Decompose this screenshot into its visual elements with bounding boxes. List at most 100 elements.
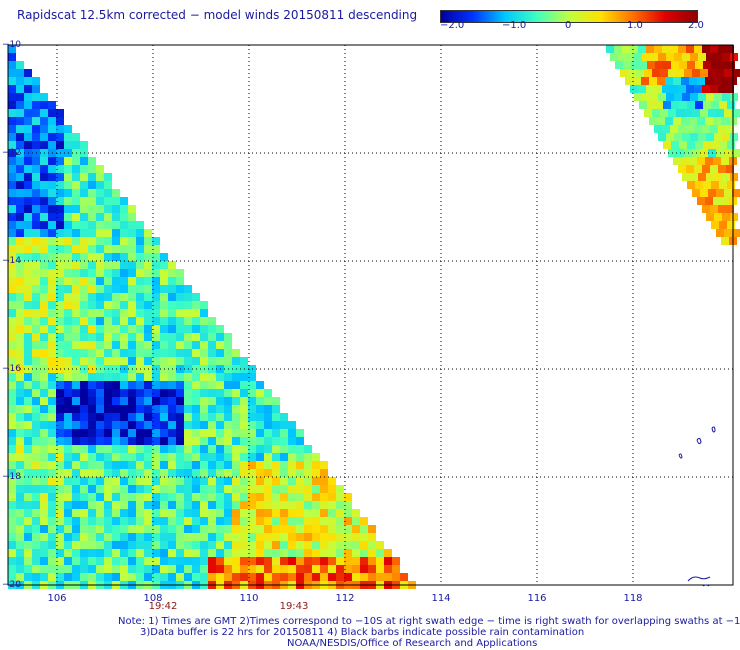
swath-cell xyxy=(104,285,112,293)
swath-cell xyxy=(72,389,80,397)
swath-cell xyxy=(80,157,88,165)
swath-cell xyxy=(208,501,216,509)
swath-cell xyxy=(320,493,328,501)
swath-cell xyxy=(112,309,120,317)
swath-cell xyxy=(336,533,344,541)
swath-cell xyxy=(328,557,336,565)
swath-cell xyxy=(112,485,120,493)
swath-cell xyxy=(32,501,40,509)
swath-cell xyxy=(248,469,256,477)
swath-cell xyxy=(104,173,112,181)
swath-cell xyxy=(56,317,64,325)
swath-cell xyxy=(673,117,681,125)
swath-cell xyxy=(200,373,208,381)
swath-cell xyxy=(120,429,128,437)
swath-cell xyxy=(698,133,706,141)
swath-cell xyxy=(88,573,96,581)
swath-cell xyxy=(256,381,264,389)
swath-cell xyxy=(96,565,104,573)
swath-cell xyxy=(192,437,200,445)
swath-cell xyxy=(695,101,703,109)
swath-cell xyxy=(8,557,16,565)
swath-cell xyxy=(88,293,96,301)
swath-cell xyxy=(708,69,716,77)
swath-cell xyxy=(360,549,368,557)
swath-cell xyxy=(24,429,32,437)
swath-cell xyxy=(144,269,152,277)
swath-cell xyxy=(16,325,24,333)
swath-cell xyxy=(88,173,96,181)
swath-cell xyxy=(168,325,176,333)
swath-cell xyxy=(112,421,120,429)
swath-cell xyxy=(88,469,96,477)
swath-cell xyxy=(64,565,72,573)
swath-cell xyxy=(208,565,216,573)
swath-cell xyxy=(128,525,136,533)
swath-cell xyxy=(48,349,56,357)
swath-cell xyxy=(721,237,729,245)
swath-cell xyxy=(240,461,248,469)
swath-cell xyxy=(710,45,718,53)
swath-cell xyxy=(144,469,152,477)
swath-cell xyxy=(200,333,208,341)
swath-cell xyxy=(120,333,128,341)
swath-cell xyxy=(706,53,714,61)
swath-cell xyxy=(24,189,32,197)
swath-cell xyxy=(280,517,288,525)
swath-cell xyxy=(200,549,208,557)
swath-cell xyxy=(16,109,24,117)
swath-cell xyxy=(296,501,304,509)
swath-cell xyxy=(726,205,734,213)
swath-cell xyxy=(120,349,128,357)
swath-cell xyxy=(136,293,144,301)
swath-cell xyxy=(8,269,16,277)
swath-cell xyxy=(200,509,208,517)
swath-cell xyxy=(192,541,200,549)
swath-cell xyxy=(272,405,280,413)
swath-cell xyxy=(24,349,32,357)
swath-cell xyxy=(24,557,32,565)
swath-cell xyxy=(104,397,112,405)
swath-cell xyxy=(144,389,152,397)
swath-cell xyxy=(56,421,64,429)
swath-cell xyxy=(208,317,216,325)
swath-cell xyxy=(64,477,72,485)
swath-cell xyxy=(112,493,120,501)
swath-cell xyxy=(104,309,112,317)
swath-cell xyxy=(152,525,160,533)
swath-cell xyxy=(88,253,96,261)
swath-cell xyxy=(710,205,718,213)
swath-cell xyxy=(32,373,40,381)
swath-cell xyxy=(208,533,216,541)
swath-cell xyxy=(80,301,88,309)
swath-cell xyxy=(168,565,176,573)
swath-cell xyxy=(232,381,240,389)
swath-cell xyxy=(655,101,663,109)
swath-cell xyxy=(16,277,24,285)
swath-cell xyxy=(80,413,88,421)
swath-cell xyxy=(336,565,344,573)
swath-cell xyxy=(72,269,80,277)
swath-cell xyxy=(152,381,160,389)
swath-cell xyxy=(120,261,128,269)
swath-cell xyxy=(128,261,136,269)
swath-cell xyxy=(710,125,718,133)
swath-cell xyxy=(32,165,40,173)
swath-cell xyxy=(638,45,646,53)
swath-cell xyxy=(128,461,136,469)
swath-cell xyxy=(64,549,72,557)
swath-cell xyxy=(112,469,120,477)
swath-cell xyxy=(8,509,16,517)
swath-cell xyxy=(8,245,16,253)
swath-cell xyxy=(80,357,88,365)
swath-cell xyxy=(16,125,24,133)
swath-cell xyxy=(120,245,128,253)
swath-cell xyxy=(216,413,224,421)
swath-cell xyxy=(660,69,668,77)
swath-cell xyxy=(288,429,296,437)
swath-cell xyxy=(64,573,72,581)
swath-cell xyxy=(248,493,256,501)
swath-cell xyxy=(80,373,88,381)
swath-cell xyxy=(80,237,88,245)
swath-cell xyxy=(72,325,80,333)
